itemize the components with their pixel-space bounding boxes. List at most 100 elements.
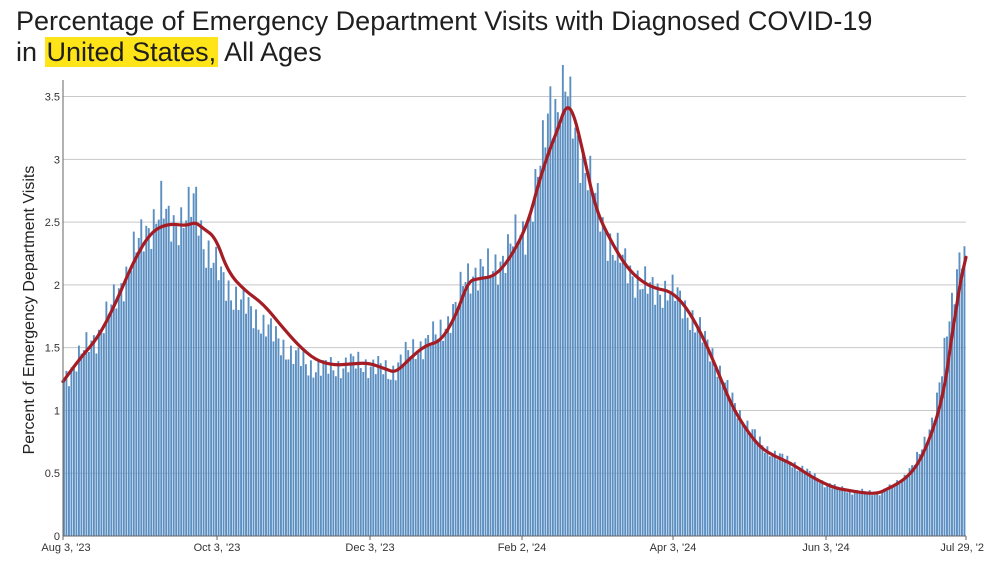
bar: [556, 112, 559, 536]
bar: [948, 321, 951, 536]
bar: [891, 485, 894, 536]
bar: [185, 220, 188, 536]
bar: [868, 490, 871, 536]
bar: [230, 300, 233, 536]
bar: [414, 359, 417, 536]
bar: [918, 454, 921, 536]
bar: [210, 267, 213, 536]
bar: [833, 484, 836, 536]
bar: [851, 494, 854, 536]
bar: [347, 372, 350, 536]
bar: [743, 427, 746, 536]
bar: [731, 392, 734, 536]
bar: [72, 366, 75, 536]
bar: [250, 306, 252, 536]
bar: [232, 309, 235, 536]
bar: [407, 350, 410, 536]
bar: [107, 313, 110, 536]
bar: [507, 234, 509, 536]
bar: [329, 357, 332, 536]
bar: [963, 246, 966, 537]
bar: [314, 372, 317, 536]
bar: [240, 299, 242, 536]
bar: [591, 194, 594, 536]
bar: [701, 342, 704, 536]
bar: [357, 351, 360, 536]
bar: [746, 420, 749, 536]
bar: [472, 276, 474, 536]
bar: [287, 359, 290, 536]
bar: [342, 368, 345, 536]
bar: [923, 436, 926, 536]
bar: [302, 351, 305, 536]
bar: [70, 367, 73, 536]
bar: [734, 403, 736, 536]
bar: [359, 368, 362, 536]
bar: [130, 270, 133, 536]
bar: [576, 135, 579, 537]
bar: [516, 244, 519, 536]
bar: [913, 464, 916, 536]
bar: [616, 232, 619, 536]
bar: [387, 378, 390, 536]
bar: [384, 360, 387, 536]
bar: [80, 353, 83, 536]
bar: [946, 336, 948, 536]
bar: [941, 376, 943, 536]
bar: [87, 352, 90, 536]
bar: [921, 449, 923, 536]
bar: [788, 462, 791, 536]
bar: [541, 120, 544, 536]
bar: [319, 375, 322, 536]
bar: [791, 467, 794, 536]
bar-series: [63, 64, 966, 537]
title-ages: All Ages: [224, 37, 322, 67]
bar: [160, 180, 163, 536]
bar: [352, 356, 355, 536]
bar: [77, 345, 80, 536]
x-tick-label: Dec 3, '23: [345, 542, 394, 554]
bar: [377, 355, 380, 536]
bar: [309, 360, 312, 536]
bar: [90, 340, 93, 536]
bar: [906, 477, 909, 536]
bar: [222, 272, 225, 536]
bar: [449, 332, 452, 536]
bar: [721, 386, 724, 536]
bar: [806, 468, 809, 536]
bar: [354, 368, 357, 536]
bar: [758, 436, 761, 536]
bar: [419, 341, 422, 536]
title-in: in: [16, 37, 38, 67]
bar: [197, 235, 200, 536]
bar: [67, 386, 70, 536]
title-region-highlight: United States,: [44, 37, 219, 67]
bar: [861, 488, 864, 536]
bar: [389, 379, 392, 536]
bar: [584, 173, 587, 536]
bar: [726, 379, 729, 536]
bar: [267, 324, 270, 536]
bar: [659, 294, 662, 536]
bar: [863, 491, 866, 536]
bar: [684, 300, 687, 536]
bar: [82, 350, 85, 536]
bar: [482, 266, 484, 536]
bar: [646, 293, 649, 536]
bar: [571, 138, 574, 536]
bar: [492, 271, 494, 536]
bar: [155, 223, 158, 536]
bar: [362, 372, 365, 536]
bar: [499, 261, 502, 536]
bar: [644, 266, 647, 536]
x-tick-label: Aug 3, '23: [41, 542, 90, 554]
bar: [477, 290, 479, 536]
bar: [664, 280, 667, 536]
bar: [888, 484, 891, 536]
bar: [75, 371, 78, 536]
bar: [255, 309, 257, 536]
bar: [469, 293, 472, 536]
bar: [671, 274, 674, 536]
bar: [457, 306, 460, 536]
bar: [275, 326, 277, 536]
